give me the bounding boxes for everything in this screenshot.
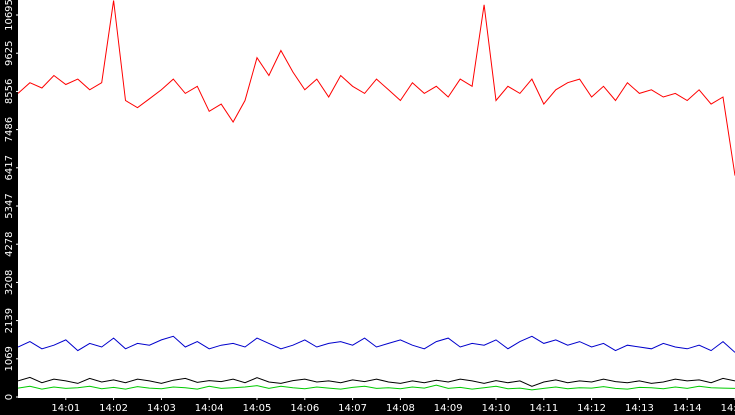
y-tick-label: 0 <box>4 394 15 400</box>
x-tick-label: 14:12 <box>577 403 606 414</box>
x-tick-label: 14:03 <box>147 403 176 414</box>
y-tick-label: 9625 <box>4 40 15 65</box>
y-tick-label: 2139 <box>4 308 15 333</box>
x-tick-label: 14:14 <box>673 403 702 414</box>
y-axis-band <box>0 0 18 415</box>
series-line <box>18 335 735 353</box>
x-tick-label: 14:04 <box>195 403 224 414</box>
y-tick-label: 3208 <box>4 270 15 295</box>
x-tick-label: 14:11 <box>529 403 558 414</box>
y-tick-label: 10695 <box>4 0 15 31</box>
y-tick-label: 1069 <box>4 346 15 371</box>
series-line <box>18 384 735 391</box>
series-line <box>18 376 735 387</box>
y-tick-label: 4278 <box>4 231 15 256</box>
x-tick-label: 14:07 <box>338 403 367 414</box>
x-tick-label: 14:06 <box>290 403 319 414</box>
y-tick-label: 8556 <box>4 79 15 104</box>
x-tick-label: 14:05 <box>243 403 272 414</box>
x-tick-label: 14:08 <box>386 403 415 414</box>
y-tick-label: 5347 <box>4 193 15 218</box>
x-tick-label: 14:09 <box>434 403 463 414</box>
x-tick-label: 14:02 <box>99 403 128 414</box>
x-tick-label: 14:15 <box>721 403 735 414</box>
x-tick-label: 14:01 <box>51 403 80 414</box>
x-tick-label: 14:10 <box>482 403 511 414</box>
x-axis-band <box>0 398 735 415</box>
x-tick-label: 14:13 <box>625 403 654 414</box>
series-line <box>18 0 735 176</box>
y-tick-label: 6417 <box>4 155 15 180</box>
y-tick-label: 7486 <box>4 117 15 142</box>
